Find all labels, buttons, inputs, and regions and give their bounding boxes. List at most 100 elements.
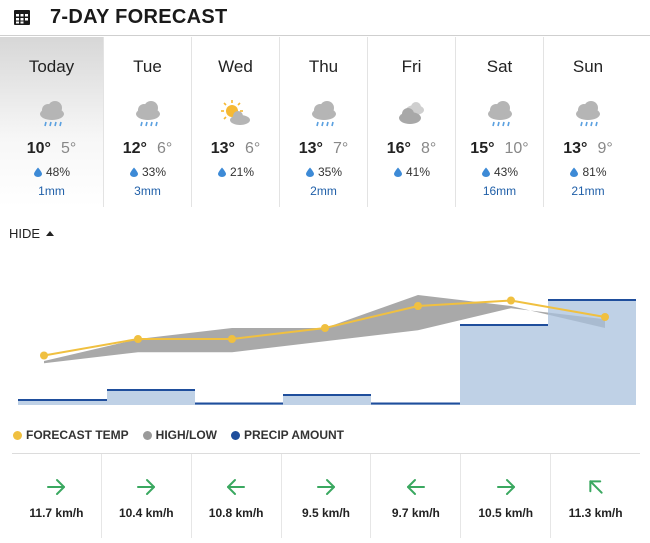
precip-amount: 2mm bbox=[280, 184, 367, 198]
high-temp: 10° bbox=[27, 140, 51, 157]
legend-label: PRECIP AMOUNT bbox=[244, 428, 344, 442]
precip-chance: 21% bbox=[230, 165, 254, 179]
calendar-icon bbox=[13, 8, 31, 26]
legend-dot-icon bbox=[13, 431, 22, 440]
wind-arrow-east-icon bbox=[495, 476, 517, 498]
legend-label: FORECAST TEMP bbox=[26, 428, 129, 442]
low-temp: 6° bbox=[245, 140, 260, 157]
forecast-chart bbox=[0, 250, 650, 415]
legend-dot-icon bbox=[231, 431, 240, 440]
raindrop-icon bbox=[305, 167, 315, 177]
cloud-rain-icon bbox=[307, 99, 341, 129]
low-temp: 8° bbox=[421, 140, 436, 157]
forecast-temp-point bbox=[228, 335, 236, 343]
raindrop-icon bbox=[129, 167, 139, 177]
wind-arrow-east-icon bbox=[135, 476, 157, 498]
wind-speed: 10.5 km/h bbox=[461, 506, 550, 520]
low-temp: 7° bbox=[333, 140, 348, 157]
wind-row: 11.7 km/h 10.4 km/h 10.8 km/h 9.5 km/h 9… bbox=[12, 453, 640, 538]
day-name: Thu bbox=[280, 57, 367, 77]
wind-speed: 11.7 km/h bbox=[12, 506, 101, 520]
wind-cell: 11.3 km/h bbox=[551, 454, 640, 538]
wind-speed: 11.3 km/h bbox=[551, 506, 640, 520]
cloudy-icon bbox=[395, 99, 429, 129]
precip-chance: 81% bbox=[582, 165, 606, 179]
legend-dot-icon bbox=[143, 431, 152, 440]
cloud-rain-icon bbox=[131, 99, 165, 129]
precip-bar bbox=[283, 395, 371, 405]
day-name: Wed bbox=[192, 57, 279, 77]
precip-bar bbox=[460, 325, 548, 405]
low-temp: 9° bbox=[597, 140, 612, 157]
day-column-sun[interactable]: Sun 13° 9° 81% 21mm bbox=[544, 37, 632, 207]
day-name: Fri bbox=[368, 57, 455, 77]
raindrop-icon bbox=[481, 167, 491, 177]
precip-amount: 21mm bbox=[544, 184, 632, 198]
forecast-temp-point bbox=[507, 297, 515, 305]
low-temp: 5° bbox=[61, 140, 76, 157]
precip-bar bbox=[107, 390, 195, 405]
legend-label: HIGH/LOW bbox=[156, 428, 217, 442]
forecast-header: 7-DAY FORECAST bbox=[0, 0, 650, 36]
day-column-tue[interactable]: Tue 12° 6° 33% 3mm bbox=[104, 37, 192, 207]
precip-chance: 48% bbox=[46, 165, 70, 179]
high-temp: 12° bbox=[123, 140, 147, 157]
raindrop-icon bbox=[569, 167, 579, 177]
cloud-rain-icon bbox=[571, 99, 605, 129]
day-column-today[interactable]: Today 10° 5° 48% 1mm bbox=[0, 37, 104, 207]
cloud-rain-icon bbox=[483, 99, 517, 129]
day-name: Sat bbox=[456, 57, 543, 77]
wind-cell: 9.7 km/h bbox=[371, 454, 461, 538]
forecast-temp-point bbox=[414, 302, 422, 310]
raindrop-icon bbox=[393, 167, 403, 177]
wind-speed: 10.4 km/h bbox=[102, 506, 191, 520]
high-temp: 15° bbox=[470, 140, 494, 157]
wind-arrow-northwest-icon bbox=[585, 476, 607, 498]
wind-cell: 10.5 km/h bbox=[461, 454, 551, 538]
wind-cell: 9.5 km/h bbox=[282, 454, 372, 538]
precip-bar bbox=[548, 300, 636, 405]
wind-arrow-west-icon bbox=[225, 476, 247, 498]
caret-up-icon bbox=[46, 231, 54, 236]
precip-amount: 16mm bbox=[456, 184, 543, 198]
hide-chart-toggle[interactable]: HIDE bbox=[9, 226, 54, 241]
raindrop-icon bbox=[217, 167, 227, 177]
low-temp: 6° bbox=[157, 140, 172, 157]
day-column-sat[interactable]: Sat 15° 10° 43% 16mm bbox=[456, 37, 544, 207]
hide-label: HIDE bbox=[9, 226, 40, 241]
high-temp: 13° bbox=[211, 140, 235, 157]
forecast-temp-point bbox=[134, 335, 142, 343]
sun-cloud-icon bbox=[219, 99, 253, 129]
precip-chance: 33% bbox=[142, 165, 166, 179]
wind-cell: 10.8 km/h bbox=[192, 454, 282, 538]
day-name: Sun bbox=[544, 57, 632, 77]
day-columns: Today 10° 5° 48% 1mm Tue 12° 6° 33% 3mm We… bbox=[0, 37, 650, 207]
precip-chance: 41% bbox=[406, 165, 430, 179]
chart-legend: FORECAST TEMP HIGH/LOW PRECIP AMOUNT bbox=[13, 428, 358, 442]
high-temp: 13° bbox=[563, 140, 587, 157]
wind-cell: 11.7 km/h bbox=[12, 454, 102, 538]
high-temp: 13° bbox=[299, 140, 323, 157]
high-temp: 16° bbox=[387, 140, 411, 157]
wind-speed: 9.5 km/h bbox=[282, 506, 371, 520]
wind-cell: 10.4 km/h bbox=[102, 454, 192, 538]
wind-arrow-east-icon bbox=[315, 476, 337, 498]
forecast-temp-point bbox=[601, 313, 609, 321]
legend-item-high-low: HIGH/LOW bbox=[143, 428, 217, 442]
low-temp: 10° bbox=[505, 140, 529, 157]
day-column-fri[interactable]: Fri 16° 8° 41% bbox=[368, 37, 456, 207]
day-column-wed[interactable]: Wed 13° 6° 21% bbox=[192, 37, 280, 207]
day-column-thu[interactable]: Thu 13° 7° 35% 2mm bbox=[280, 37, 368, 207]
legend-item-forecast-temp: FORECAST TEMP bbox=[13, 428, 129, 442]
precip-amount: 1mm bbox=[0, 184, 103, 198]
wind-speed: 10.8 km/h bbox=[192, 506, 281, 520]
wind-arrow-west-icon bbox=[405, 476, 427, 498]
forecast-temp-point bbox=[40, 352, 48, 360]
wind-arrow-east-icon bbox=[45, 476, 67, 498]
raindrop-icon bbox=[33, 167, 43, 177]
page-title: 7-DAY FORECAST bbox=[50, 6, 228, 29]
precip-amount: 3mm bbox=[104, 184, 191, 198]
precip-chance: 35% bbox=[318, 165, 342, 179]
day-name: Tue bbox=[104, 57, 191, 77]
wind-speed: 9.7 km/h bbox=[371, 506, 460, 520]
